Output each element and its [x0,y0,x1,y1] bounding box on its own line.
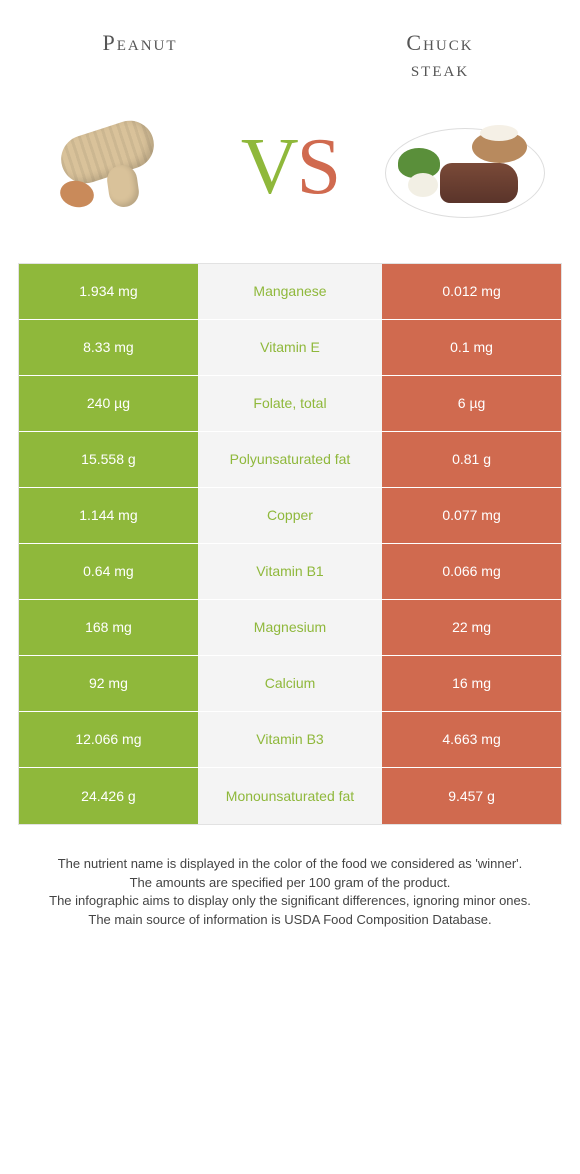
left-value: 168 mg [19,600,198,655]
vs-s: S [297,123,340,211]
left-value: 24.426 g [19,768,198,824]
right-value: 6 µg [382,376,561,431]
table-row: 12.066 mgVitamin B34.663 mg [19,712,561,768]
nutrient-name: Manganese [198,264,382,319]
peanut-small-shell-icon [105,163,141,209]
nutrient-name: Monounsaturated fat [198,768,382,824]
table-row: 24.426 gMonounsaturated fat9.457 g [19,768,561,824]
nutrient-name: Folate, total [198,376,382,431]
nutrient-name: Magnesium [198,600,382,655]
table-row: 168 mgMagnesium22 mg [19,600,561,656]
left-value: 8.33 mg [19,320,198,375]
steak-image [380,103,550,233]
right-value: 0.077 mg [382,488,561,543]
table-row: 92 mgCalcium16 mg [19,656,561,712]
table-row: 240 µgFolate, total6 µg [19,376,561,432]
table-row: 15.558 gPolyunsaturated fat0.81 g [19,432,561,488]
right-value: 0.81 g [382,432,561,487]
footer-line-4: The main source of information is USDA F… [28,911,552,930]
right-value: 0.012 mg [382,264,561,319]
vs-label: VS [241,122,339,213]
right-value: 0.066 mg [382,544,561,599]
cauliflower-icon [408,173,438,197]
footer-line-1: The nutrient name is displayed in the co… [28,855,552,874]
left-food-title: Peanut [50,30,230,83]
nutrition-table: 1.934 mgManganese0.012 mg8.33 mgVitamin … [18,263,562,825]
footer-line-3: The infographic aims to display only the… [28,892,552,911]
right-value: 9.457 g [382,768,561,824]
right-value: 4.663 mg [382,712,561,767]
peanut-image [30,103,200,233]
table-row: 1.934 mgManganese0.012 mg [19,264,561,320]
vs-v: V [241,123,297,211]
right-value: 0.1 mg [382,320,561,375]
images-row: VS [0,93,580,263]
steak-icon [440,163,518,203]
nutrient-name: Polyunsaturated fat [198,432,382,487]
left-value: 240 µg [19,376,198,431]
potato-icon [472,131,527,163]
titles-row: Peanut Chuck steak [0,0,580,93]
table-row: 8.33 mgVitamin E0.1 mg [19,320,561,376]
left-value: 15.558 g [19,432,198,487]
left-value: 12.066 mg [19,712,198,767]
nutrient-name: Copper [198,488,382,543]
nutrient-name: Vitamin B3 [198,712,382,767]
left-value: 1.144 mg [19,488,198,543]
left-value: 1.934 mg [19,264,198,319]
footer-notes: The nutrient name is displayed in the co… [28,855,552,930]
nutrient-name: Vitamin E [198,320,382,375]
right-title-line2: steak [411,56,469,81]
table-row: 1.144 mgCopper0.077 mg [19,488,561,544]
right-value: 16 mg [382,656,561,711]
right-food-title: Chuck steak [350,30,530,83]
left-value: 92 mg [19,656,198,711]
right-title-line1: Chuck [406,30,473,55]
right-value: 22 mg [382,600,561,655]
nutrient-name: Vitamin B1 [198,544,382,599]
footer-line-2: The amounts are specified per 100 gram o… [28,874,552,893]
left-value: 0.64 mg [19,544,198,599]
nutrient-name: Calcium [198,656,382,711]
table-row: 0.64 mgVitamin B10.066 mg [19,544,561,600]
